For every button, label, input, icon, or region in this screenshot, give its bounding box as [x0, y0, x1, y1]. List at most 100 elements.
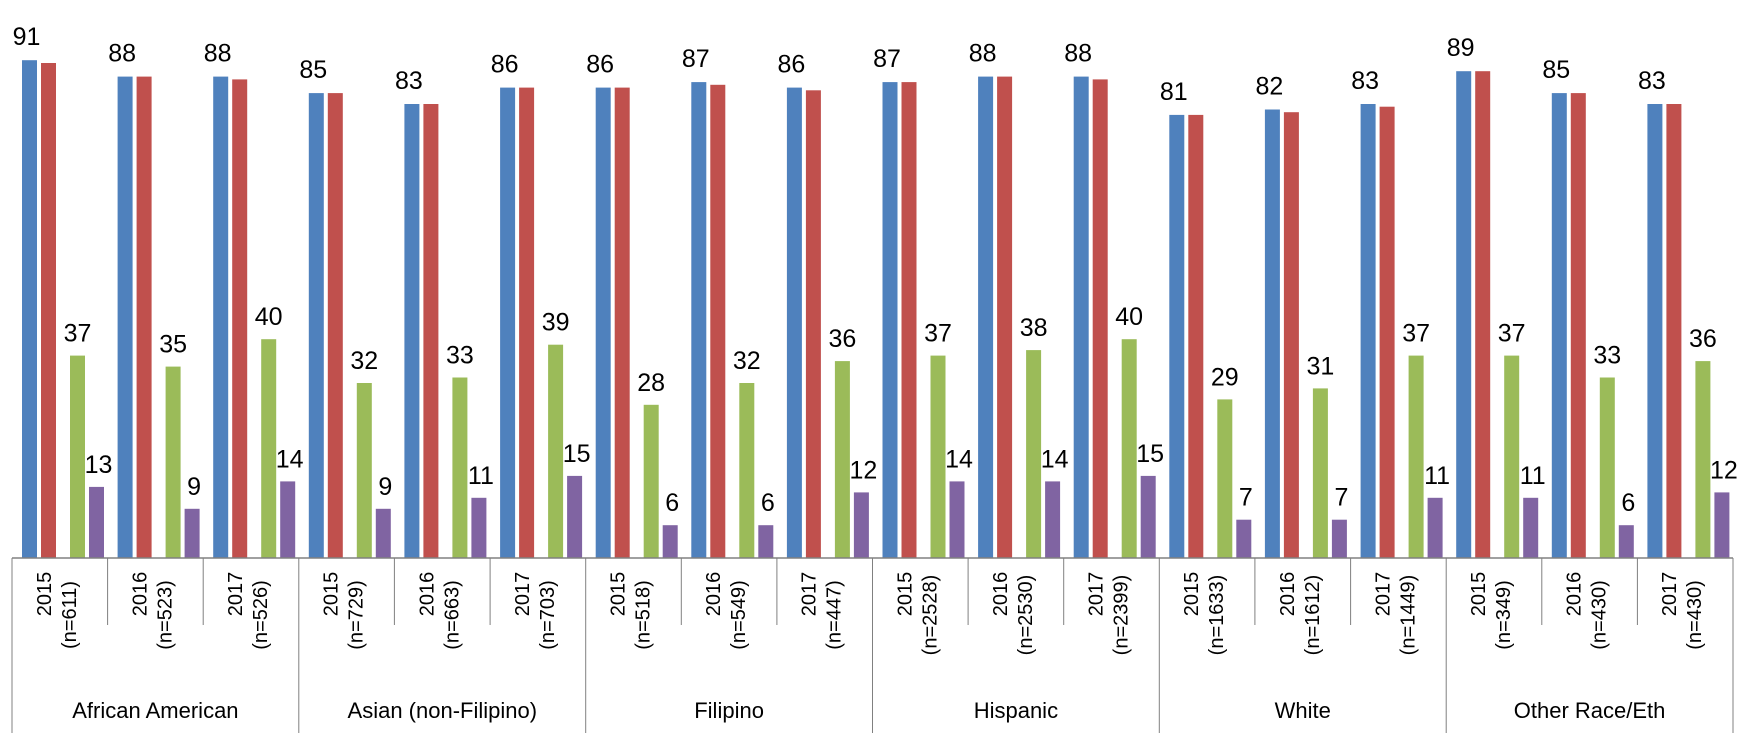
data-label-s3-c17: 33	[1593, 342, 1621, 370]
bar-s1-c10	[882, 82, 898, 558]
bar-s3-c16	[1504, 355, 1520, 558]
bar-s2-c13	[1188, 114, 1204, 559]
tick-label-n-9: (n=447)	[824, 580, 846, 650]
data-label-s1-c10: 87	[873, 45, 901, 73]
bar-s3-c6	[548, 344, 564, 558]
bar-s4-c2	[184, 508, 200, 558]
tick-label-year-3: 2017	[225, 572, 247, 617]
bar-s3-c15	[1408, 355, 1424, 558]
data-label-s1-c12: 88	[1064, 40, 1092, 68]
tick-label-n-4: (n=729)	[346, 580, 368, 650]
data-label-s4-c8: 6	[761, 489, 775, 517]
data-label-s4-c18: 12	[1710, 456, 1738, 484]
bar-s2-c2	[136, 76, 152, 558]
bar-s1-c13	[1169, 114, 1185, 559]
bar-s2-c11	[997, 76, 1013, 558]
data-label-s4-c7: 6	[665, 489, 679, 517]
group-label-2: Asian (non-Filipino)	[348, 698, 538, 723]
data-label-s4-c11: 14	[1041, 445, 1069, 473]
data-label-s1-c2: 88	[108, 40, 136, 68]
tick-label-n-13: (n=1633)	[1206, 575, 1228, 656]
bar-s2-c16	[1475, 71, 1491, 558]
data-label-s1-c8: 87	[682, 45, 710, 73]
category-axis: 2015 (n=611) 2016 (n=523) 2017 (n=526) 2015 (n=…	[11, 557, 1734, 733]
data-label-s4-c15: 11	[1424, 462, 1450, 490]
data-label-s3-c14: 31	[1306, 352, 1334, 380]
tick-label-year-5: 2016	[416, 572, 438, 617]
bar-s3-c1	[70, 355, 85, 558]
tick-label-n-10: (n=2528)	[919, 575, 941, 656]
data-label-s1-c1: 91	[13, 23, 41, 51]
data-label-s1-c4: 85	[299, 56, 327, 84]
data-label-s4-c5: 11	[468, 462, 494, 490]
data-label-s4-c16: 11	[1520, 462, 1546, 490]
bar-s2-c5	[423, 104, 439, 558]
group-label-3: Filipino	[694, 698, 764, 723]
bar-s3-c10	[930, 355, 946, 558]
tick-label-n-1: (n=611)	[59, 581, 81, 649]
bar-s4-c15	[1427, 497, 1443, 558]
bar-s1-c8	[691, 82, 707, 558]
bar-s2-c6	[519, 87, 535, 558]
bar-s4-c8	[758, 525, 774, 558]
bar-s1-c6	[500, 87, 516, 558]
bar-s1-c14	[1264, 109, 1280, 558]
data-label-s4-c10: 14	[945, 445, 973, 473]
data-label-s1-c16: 89	[1447, 34, 1475, 62]
data-label-s3-c1: 37	[64, 320, 92, 348]
bar-s3-c9	[834, 361, 850, 558]
group-label-1: African American	[72, 698, 238, 723]
bar-s4-c18	[1714, 492, 1730, 558]
tick-label-year-7: 2015	[608, 572, 630, 617]
bar-s2-c17	[1570, 93, 1586, 558]
bar-s1-c5	[404, 104, 420, 558]
data-label-s4-c1: 13	[85, 451, 113, 479]
data-label-s1-c11: 88	[969, 40, 997, 68]
data-label-s4-c17: 6	[1621, 489, 1635, 517]
bar-s2-c8	[710, 84, 726, 559]
bar-s3-c5	[452, 377, 468, 558]
tick-label-n-11: (n=2530)	[1015, 575, 1037, 656]
tick-label-year-17: 2016	[1564, 572, 1586, 617]
bar-s1-c18	[1647, 104, 1663, 558]
group-label-6: Other Race/Eth	[1514, 698, 1666, 723]
tick-label-n-8: (n=549)	[728, 580, 750, 650]
data-label-s3-c11: 38	[1020, 314, 1048, 342]
bar-s1-c4	[308, 93, 324, 558]
bar-s3-c14	[1312, 388, 1328, 558]
data-label-s3-c6: 39	[542, 309, 570, 337]
bar-s2-c12	[1092, 79, 1108, 559]
tick-label-n-5: (n=663)	[441, 580, 463, 650]
data-label-s4-c6: 15	[563, 440, 591, 468]
bar-s1-c7	[595, 87, 611, 558]
bar-s1-c2	[117, 76, 133, 558]
bar-s3-c17	[1599, 377, 1615, 558]
bar-s4-c5	[471, 497, 487, 558]
tick-label-year-14: 2016	[1277, 572, 1299, 617]
bar-s3-c12	[1121, 339, 1137, 558]
tick-label-n-18: (n=430)	[1684, 580, 1706, 650]
bar-s4-c16	[1523, 497, 1539, 558]
data-label-s1-c13: 81	[1160, 78, 1188, 106]
tick-label-n-17: (n=430)	[1589, 580, 1611, 650]
tick-label-year-1: 2015	[34, 572, 56, 617]
data-label-s3-c5: 33	[446, 342, 474, 370]
bar-s4-c1	[89, 486, 104, 558]
data-label-s1-c17: 85	[1542, 56, 1570, 84]
data-label-s3-c15: 37	[1402, 320, 1430, 348]
data-label-s4-c2: 9	[187, 473, 201, 501]
bar-s4-c11	[1045, 481, 1061, 558]
data-label-s3-c18: 36	[1689, 325, 1717, 353]
data-label-s1-c3: 88	[204, 40, 232, 68]
bar-s4-c4	[375, 508, 391, 558]
bar-s2-c15	[1379, 106, 1395, 558]
bar-s2-c10	[901, 82, 917, 558]
data-label-s3-c2: 35	[159, 331, 187, 359]
data-label-s3-c7: 28	[637, 369, 665, 397]
data-label-s1-c5: 83	[395, 67, 423, 95]
data-label-s3-c13: 29	[1211, 363, 1239, 391]
bar-s2-c14	[1283, 112, 1299, 558]
bar-s2-c18	[1666, 104, 1682, 558]
data-label-s1-c6: 86	[491, 51, 519, 79]
bar-s3-c7	[643, 404, 659, 558]
